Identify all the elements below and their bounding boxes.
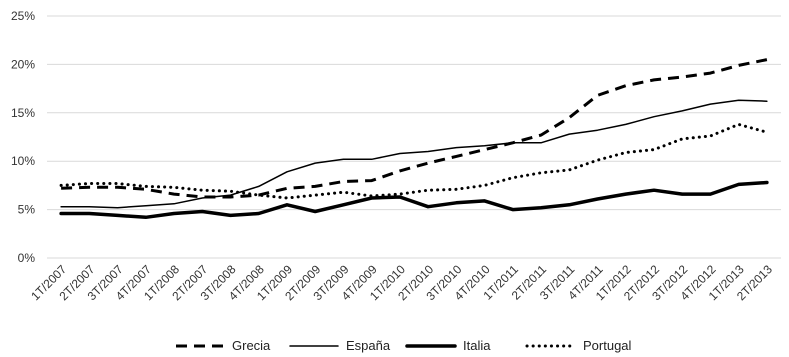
y-tick-label: 10% xyxy=(11,154,35,168)
legend-label: Portugal xyxy=(583,338,632,353)
y-tick-label: 5% xyxy=(18,203,36,217)
y-tick-label: 25% xyxy=(11,9,35,23)
legend-label: España xyxy=(346,338,391,353)
series-line-italia xyxy=(59,180,769,220)
series-line-espana xyxy=(60,99,768,209)
y-tick-label: 20% xyxy=(11,57,35,71)
y-tick-label: 0% xyxy=(18,251,36,265)
legend-label: Italia xyxy=(463,338,491,353)
series-line-grecia xyxy=(61,58,768,199)
x-axis-ticks: 1T/20072T/20073T/20074T/20071T/20082T/20… xyxy=(28,262,775,303)
y-tick-label: 15% xyxy=(11,106,35,120)
series-lines xyxy=(59,58,769,220)
legend: Grecia España Italia Portugal xyxy=(176,338,632,353)
y-axis-ticks: 0% 5% 10% 15% 20% 25% xyxy=(11,9,35,265)
gridlines xyxy=(47,15,781,259)
legend-label: Grecia xyxy=(232,338,271,353)
series-line-portugal xyxy=(59,122,769,200)
